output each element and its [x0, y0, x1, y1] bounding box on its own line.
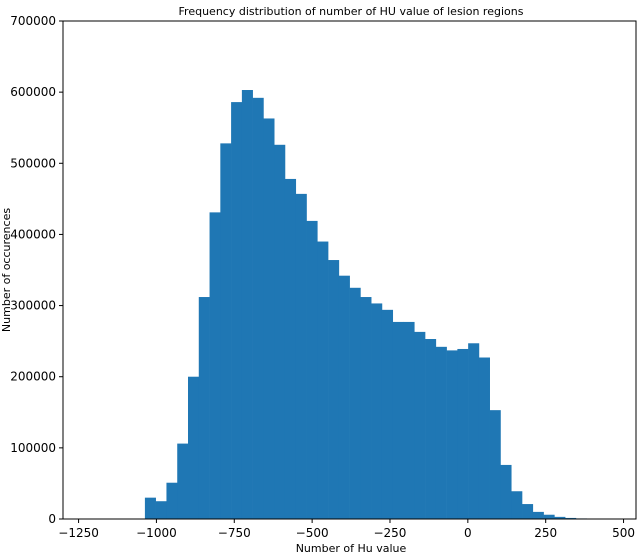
histogram-bar: [414, 331, 426, 519]
histogram-bar: [306, 220, 318, 519]
histogram-bar: [392, 321, 404, 519]
histogram-bar: [554, 516, 566, 519]
y-tick-label: 500000: [10, 156, 56, 170]
histogram-bar: [231, 102, 243, 519]
histogram-bar: [500, 464, 512, 519]
histogram-bar: [489, 410, 501, 519]
x-tick-label: 250: [534, 526, 557, 540]
histogram-bar: [209, 212, 221, 519]
histogram-bar: [155, 501, 167, 519]
y-axis-ticks: 0 100000 200000 300000 400000 500000 600000 700…: [10, 14, 63, 526]
histogram-bar: [295, 193, 307, 519]
y-tick-label: 200000: [10, 370, 56, 384]
x-tick-label: −250: [373, 526, 406, 540]
histogram-bar: [446, 350, 458, 519]
bars-group: [144, 90, 587, 520]
histogram-bar: [403, 321, 415, 519]
histogram-bar: [371, 303, 383, 519]
histogram-bar: [188, 376, 200, 519]
chart-title: Frequency distribution of number of HU v…: [179, 5, 524, 18]
x-tick-label: −1250: [58, 526, 99, 540]
x-axis-ticks: −1250 −1000 −750 −500 −250 0 250 500: [58, 519, 635, 540]
x-tick-label: −500: [296, 526, 329, 540]
histogram-bar: [177, 443, 189, 519]
histogram-bar: [328, 260, 340, 519]
x-tick-label: 500: [612, 526, 635, 540]
x-tick-label: −1000: [136, 526, 177, 540]
histogram-bar: [565, 517, 577, 519]
y-tick-label: 0: [48, 512, 56, 526]
histogram-bar: [166, 482, 178, 519]
x-axis-label: Number of Hu value: [296, 542, 407, 555]
histogram-bar: [425, 339, 437, 519]
y-axis-label: Number of occurences: [0, 208, 13, 332]
y-tick-label: 300000: [10, 299, 56, 313]
histogram-bar: [317, 241, 329, 520]
histogram-bar: [144, 497, 156, 519]
histogram-bar: [198, 297, 210, 519]
histogram-bar: [338, 275, 350, 519]
histogram-bar: [511, 491, 523, 519]
histogram-bar: [457, 348, 469, 519]
histogram-bar: [360, 297, 372, 519]
histogram-bar: [252, 97, 264, 519]
histogram-bar: [532, 511, 544, 519]
histogram-bar: [274, 144, 286, 520]
y-tick-label: 700000: [10, 14, 56, 28]
histogram-bar: [543, 514, 555, 519]
histogram-bar: [381, 309, 394, 519]
histogram-bar: [263, 118, 275, 519]
histogram-bar: [241, 90, 253, 519]
x-tick-label: 0: [464, 526, 472, 540]
plot-frame: [62, 20, 637, 520]
y-tick-label: 400000: [10, 227, 56, 241]
y-tick-label: 600000: [10, 85, 56, 99]
histogram-bar: [284, 178, 297, 519]
histogram-bar: [468, 343, 480, 519]
histogram-bar: [522, 504, 534, 519]
histogram-bar: [478, 357, 490, 519]
y-tick-label: 100000: [10, 441, 56, 455]
histogram-bar: [435, 346, 447, 519]
histogram-bar: [349, 287, 361, 519]
x-tick-label: −750: [218, 526, 251, 540]
histogram-bar: [220, 143, 232, 519]
